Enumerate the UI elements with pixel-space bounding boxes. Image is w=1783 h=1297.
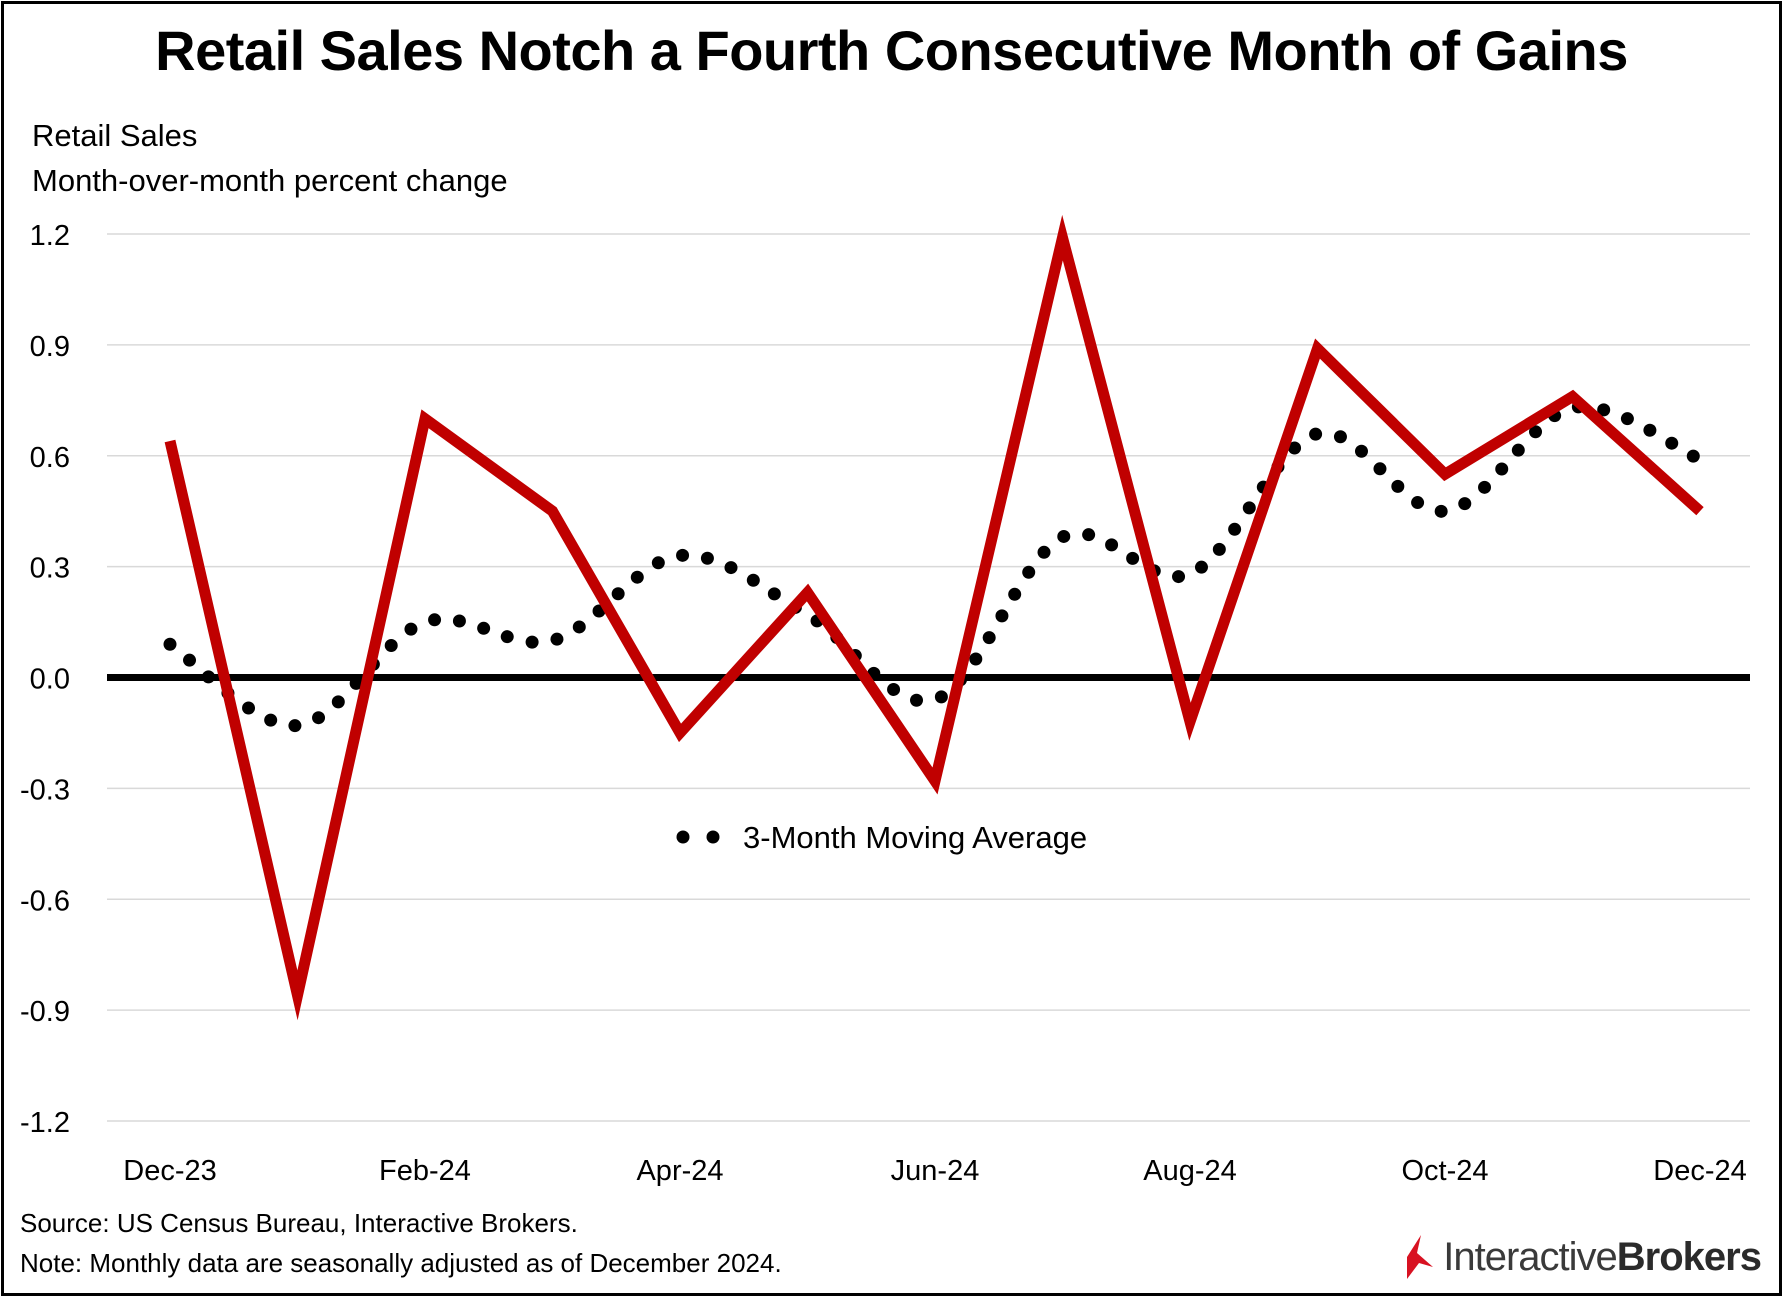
retail-sales-series bbox=[164, 214, 1704, 1021]
moving-average-dot bbox=[1228, 522, 1242, 536]
retail-sales-line bbox=[164, 214, 1704, 1021]
chart-subtitle-units: Month-over-month percent change bbox=[32, 163, 508, 198]
moving-average-dot bbox=[1665, 436, 1679, 450]
chart-title: Retail Sales Notch a Fourth Consecutive … bbox=[155, 19, 1628, 82]
moving-average-dot bbox=[1597, 403, 1611, 417]
moving-average-dot bbox=[1495, 462, 1509, 476]
logo-word-brokers: Brokers bbox=[1616, 1234, 1762, 1279]
moving-average-dot bbox=[500, 630, 514, 644]
x-tick-label: Oct-24 bbox=[1401, 1155, 1488, 1187]
moving-average-dot bbox=[724, 561, 738, 575]
moving-average-dot bbox=[1309, 427, 1323, 441]
moving-average-dot bbox=[1212, 542, 1226, 556]
y-tick-label: 0.0 bbox=[30, 664, 70, 696]
logo-wordmark: InteractiveBrokers bbox=[1443, 1234, 1762, 1280]
y-tick-label: -1.2 bbox=[20, 1107, 70, 1139]
moving-average-dot bbox=[550, 632, 564, 646]
moving-average-dot bbox=[1643, 423, 1657, 437]
moving-average-dot bbox=[525, 635, 539, 649]
y-axis-tick-labels: 1.2 0.9 0.6 0.3 0.0 -0.3 -0.6 -0.9 -1.2 bbox=[20, 220, 70, 1139]
moving-average-dot bbox=[163, 637, 177, 651]
legend-dot bbox=[706, 830, 720, 844]
moving-average-dot bbox=[1126, 551, 1140, 565]
moving-average-dot bbox=[1194, 560, 1208, 574]
x-tick-label: Dec-23 bbox=[123, 1155, 217, 1187]
moving-average-dot bbox=[1037, 545, 1051, 559]
y-tick-label: 1.2 bbox=[30, 220, 70, 252]
moving-average-dot bbox=[572, 620, 586, 634]
logo-word-interactive: Interactive bbox=[1443, 1234, 1618, 1279]
legend: 3-Month Moving Average bbox=[676, 820, 1087, 855]
moving-average-dot bbox=[428, 613, 442, 627]
moving-average-dot bbox=[1620, 412, 1634, 426]
moving-average-dot bbox=[1391, 479, 1405, 493]
y-tick-label: -0.3 bbox=[20, 774, 70, 806]
moving-average-dot bbox=[477, 621, 491, 635]
moving-average-dot bbox=[746, 573, 760, 587]
x-tick-label: Dec-24 bbox=[1653, 1155, 1747, 1187]
legend-label: 3-Month Moving Average bbox=[743, 820, 1087, 855]
source-note: Source: US Census Bureau, Interactive Br… bbox=[20, 1208, 578, 1238]
moving-average-dot bbox=[201, 670, 215, 684]
interactive-brokers-logo: InteractiveBrokers bbox=[1403, 1232, 1762, 1282]
moving-average-dot bbox=[349, 676, 363, 690]
moving-average-dot bbox=[242, 701, 256, 715]
logo-mark-icon bbox=[1407, 1235, 1434, 1279]
moving-average-dot bbox=[1105, 538, 1119, 552]
moving-average-dot bbox=[1529, 425, 1543, 439]
x-tick-label: Feb-24 bbox=[379, 1155, 471, 1187]
moving-average-dot bbox=[1411, 496, 1425, 510]
moving-average-dot bbox=[384, 639, 398, 653]
moving-average-dot bbox=[676, 548, 690, 562]
legend-dot bbox=[676, 830, 690, 844]
y-tick-label: 0.6 bbox=[30, 442, 70, 474]
chart-subtitle-series: Retail Sales bbox=[32, 118, 198, 153]
moving-average-dot bbox=[404, 622, 418, 636]
moving-average-dot bbox=[1354, 444, 1368, 458]
moving-average-dot bbox=[630, 570, 644, 584]
x-tick-label: Apr-24 bbox=[636, 1155, 723, 1187]
moving-average-dot bbox=[1172, 570, 1186, 584]
moving-average-dot bbox=[331, 695, 345, 709]
x-tick-label: Jun-24 bbox=[891, 1155, 980, 1187]
moving-average-dot bbox=[651, 556, 665, 570]
y-tick-label: -0.6 bbox=[20, 885, 70, 917]
moving-average-dot bbox=[611, 587, 625, 601]
moving-average-dot bbox=[1373, 462, 1387, 476]
moving-average-dot bbox=[1082, 528, 1096, 542]
moving-average-dot bbox=[1288, 441, 1302, 455]
moving-average-dot bbox=[312, 711, 326, 725]
moving-average-dot bbox=[1333, 430, 1347, 444]
moving-average-dot bbox=[288, 719, 302, 733]
moving-average-dot bbox=[982, 631, 996, 645]
x-tick-label: Aug-24 bbox=[1143, 1155, 1237, 1187]
y-tick-label: 0.3 bbox=[30, 553, 70, 585]
moving-average-dot bbox=[1434, 504, 1448, 518]
moving-average-dot bbox=[934, 690, 948, 704]
moving-average-dot bbox=[969, 652, 983, 666]
moving-average-dot bbox=[1511, 443, 1525, 457]
moving-average-dot bbox=[1458, 497, 1472, 511]
x-axis-tick-labels: Dec-23 Feb-24 Apr-24 Jun-24 Aug-24 Oct-24 Dec-… bbox=[123, 1155, 1747, 1187]
moving-average-dot bbox=[1022, 565, 1036, 579]
y-tick-label: 0.9 bbox=[30, 331, 70, 363]
moving-average-dot bbox=[1478, 480, 1492, 494]
moving-average-dot bbox=[1008, 587, 1022, 601]
moving-average-dot bbox=[700, 551, 714, 565]
moving-average-dot bbox=[264, 713, 278, 727]
moving-average-dot bbox=[995, 609, 1009, 623]
moving-average-dot bbox=[767, 587, 781, 601]
moving-average-dot bbox=[183, 653, 197, 667]
moving-average-dot bbox=[1242, 501, 1256, 515]
moving-average-dot bbox=[1057, 529, 1071, 543]
moving-average-dot bbox=[887, 682, 901, 696]
data-note: Note: Monthly data are seasonally adjust… bbox=[20, 1248, 782, 1278]
y-tick-label: -0.9 bbox=[20, 996, 70, 1028]
moving-average-dot bbox=[1686, 449, 1700, 463]
moving-average-dot bbox=[452, 614, 466, 628]
moving-average-dot bbox=[910, 693, 924, 707]
